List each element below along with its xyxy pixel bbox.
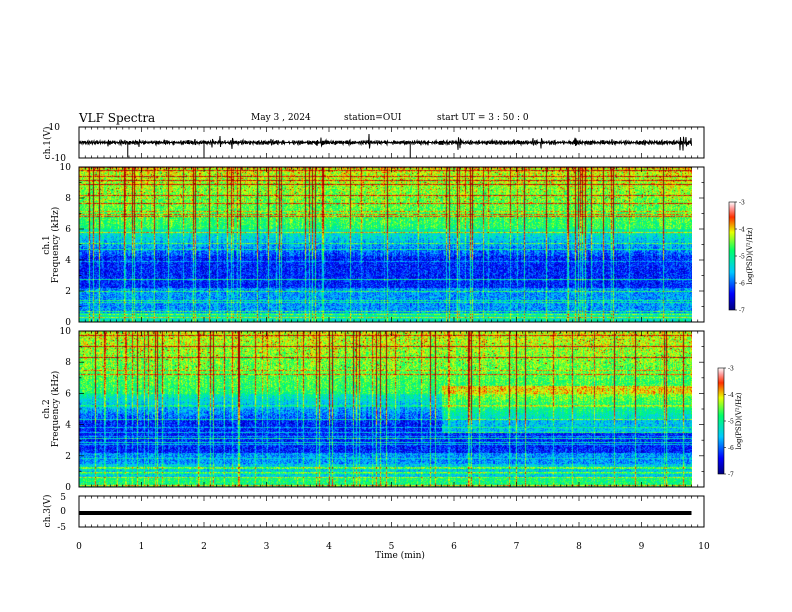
colorbar-tick-label: -6 <box>728 445 734 452</box>
colorbar-tick-label: -6 <box>739 281 745 288</box>
x-tick-label: 2 <box>201 542 207 552</box>
ch3-ytick-mid: 0 <box>60 507 66 517</box>
ch3-waveform-line <box>79 511 692 515</box>
y-tick-label: 10 <box>60 163 72 173</box>
ch1-spectrogram-ylabel-b: Frequency (kHz) <box>50 207 61 284</box>
chart-title: VLF Spectra <box>79 111 156 125</box>
x-tick-label: 5 <box>389 542 395 552</box>
y-tick-label: 2 <box>65 452 71 462</box>
colorbar-tick-label: -7 <box>728 472 734 479</box>
colorbar-tick-label: -3 <box>728 366 734 373</box>
y-tick-label: 2 <box>65 287 71 297</box>
ch1-waveform-line <box>78 133 692 158</box>
colorbar-tick-label: -3 <box>739 200 745 207</box>
y-tick-label: 10 <box>60 327 72 337</box>
start-time-label: start UT = 3 : 50 : 0 <box>437 113 529 123</box>
x-axis-label: Time (min) <box>375 550 425 561</box>
ch2-spectrogram-panel: 0 2 4 6 8 10 ch.2 Frequency (kHz) -3 -4 -5 -6 -7 … <box>42 327 743 493</box>
ch1-waveform-panel: 10 -10 ch.1(V) <box>42 123 705 164</box>
x-tick-label: 9 <box>639 542 645 552</box>
colorbar-tick-label: -4 <box>739 227 745 234</box>
ch1-colorbar-scale <box>728 201 736 311</box>
y-tick-label: 8 <box>65 194 71 204</box>
ch2-spectrogram-image <box>79 331 692 487</box>
station-label: station=OUI <box>344 113 402 123</box>
ch1-xticks <box>78 127 705 158</box>
y-tick-label: 6 <box>65 389 71 399</box>
ch2-spectrogram-xticks <box>78 331 705 487</box>
date-label: May 3 , 2024 <box>251 113 311 123</box>
x-tick-label: 10 <box>698 542 710 552</box>
ch3-ytick-bottom: -5 <box>57 523 66 533</box>
y-tick-label: 0 <box>65 318 71 328</box>
ch3-xticks <box>78 496 705 527</box>
x-tick-label: 8 <box>576 542 582 552</box>
colorbar-tick-label: -4 <box>728 392 734 399</box>
colorbar-tick-label: -5 <box>739 254 745 261</box>
ch1-colorbar-label: log(PSD)(V²/Hz) <box>746 227 754 284</box>
ch2-spectrogram-ylabel-b: Frequency (kHz) <box>50 371 61 448</box>
ch2-colorbar-label: log(PSD)(V²/Hz) <box>735 392 743 449</box>
ch1-spectrogram-yticks: 0 2 4 6 8 10 <box>60 163 704 328</box>
y-tick-label: 4 <box>65 256 71 266</box>
ch1-spectrogram-image <box>79 167 692 322</box>
x-tick-label: 0 <box>76 542 82 552</box>
colorbar-tick-label: -7 <box>739 308 745 315</box>
x-tick-label: 7 <box>514 542 520 552</box>
ch2-colorbar-scale <box>717 367 725 475</box>
ch1-ylabel: ch.1(V) <box>42 127 53 160</box>
ch3-ylabel: ch.3(V) <box>42 495 53 528</box>
x-tick-label: 6 <box>451 542 457 552</box>
colorbar-tick-label: -5 <box>728 419 734 426</box>
ch2-colorbar: -3 -4 -5 -6 -7 log(PSD)(V²/Hz) <box>717 366 743 479</box>
ch1-spectrogram-ylabel-a: ch.1 <box>42 235 52 254</box>
ch1-colorbar: -3 -4 -5 -6 -7 log(PSD)(V²/Hz) <box>728 200 754 315</box>
y-tick-label: 8 <box>65 358 71 368</box>
x-tick-label: 1 <box>139 542 145 552</box>
ch2-colorbar-ticks: -3 -4 -5 -6 -7 <box>724 366 734 479</box>
y-tick-label: 4 <box>65 421 71 431</box>
y-tick-label: 6 <box>65 225 71 235</box>
ch2-spectrogram-ylabel-a: ch.2 <box>42 399 52 418</box>
ch3-ytick-top: 5 <box>60 493 66 503</box>
y-tick-label: 0 <box>65 483 71 493</box>
ch1-spectrogram-panel: 0 2 4 6 8 10 ch.1 Frequency (kHz) -3 -4 -5 -6 -7 … <box>42 163 754 328</box>
ch1-ytick-bottom: -10 <box>52 154 67 164</box>
ch2-spectrogram-yticks: 0 2 4 6 8 10 <box>60 327 704 493</box>
ch3-waveform-panel: 5 0 -5 ch.3(V) <box>42 493 705 533</box>
ch1-spectrogram-xticks <box>78 167 705 322</box>
x-tick-label: 4 <box>326 542 332 552</box>
x-axis-tick-labels: 0 1 2 3 4 5 6 7 8 9 10 <box>76 542 710 552</box>
ch1-colorbar-ticks: -3 -4 -5 -6 -7 <box>735 200 745 315</box>
ch1-ytick-top: 10 <box>49 123 61 133</box>
x-tick-label: 3 <box>264 542 270 552</box>
